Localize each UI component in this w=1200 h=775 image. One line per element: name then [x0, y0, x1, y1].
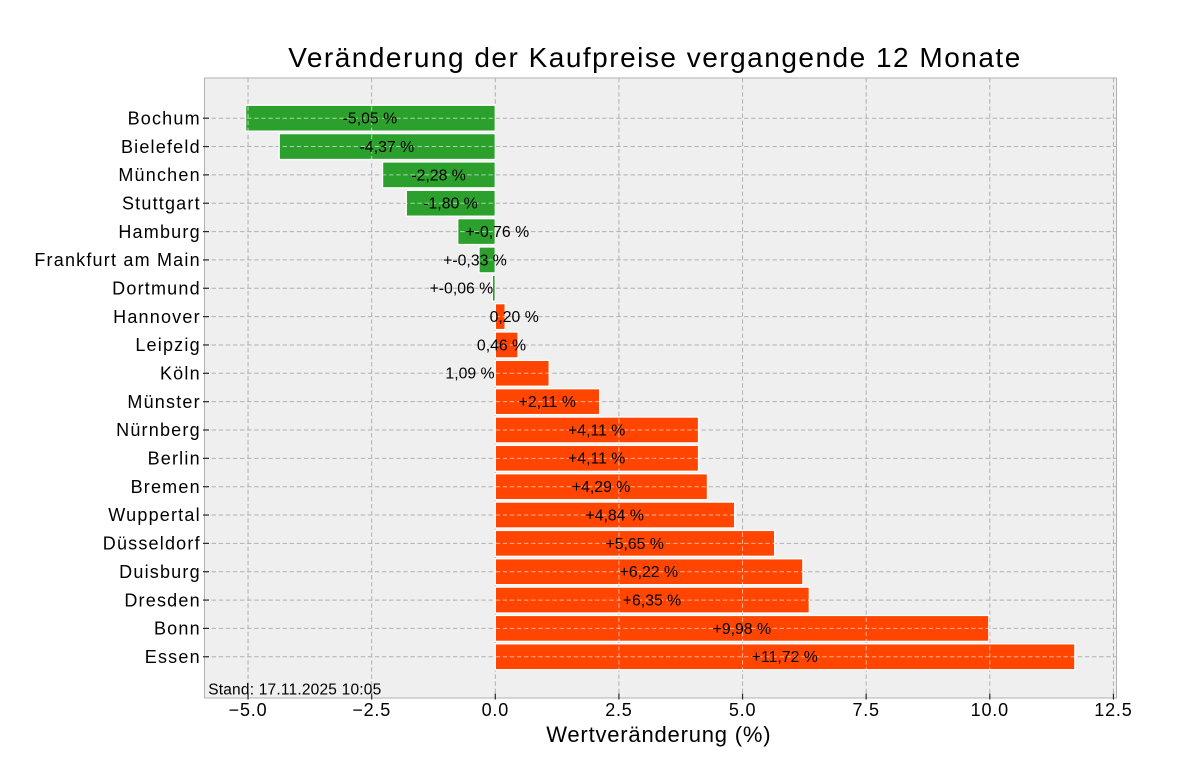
- svg-text:+4,84 %: +4,84 %: [585, 507, 643, 524]
- svg-text:-1,80 %: -1,80 %: [423, 196, 477, 213]
- svg-text:Berlin: Berlin: [148, 449, 201, 469]
- svg-text:Köln: Köln: [160, 364, 201, 384]
- svg-text:Münster: Münster: [127, 392, 200, 412]
- svg-text:Leipzig: Leipzig: [135, 335, 200, 355]
- svg-text:+5,65 %: +5,65 %: [605, 536, 663, 553]
- svg-text:7.5: 7.5: [852, 700, 879, 720]
- svg-text:1,09 %: 1,09 %: [445, 366, 494, 383]
- svg-text:2.5: 2.5: [605, 700, 632, 720]
- svg-text:-4,37 %: -4,37 %: [360, 139, 414, 156]
- svg-text:Bremen: Bremen: [131, 477, 201, 497]
- svg-text:+-0,06 %: +-0,06 %: [430, 281, 494, 298]
- svg-text:Essen: Essen: [145, 647, 201, 667]
- svg-text:+4,11 %: +4,11 %: [568, 451, 625, 468]
- svg-text:Stuttgart: Stuttgart: [122, 193, 201, 213]
- svg-text:Düsseldorf: Düsseldorf: [103, 534, 201, 554]
- svg-text:-2,28 %: -2,28 %: [411, 167, 465, 184]
- svg-text:Hannover: Hannover: [113, 307, 201, 327]
- svg-text:München: München: [118, 165, 200, 185]
- svg-text:Dresden: Dresden: [124, 590, 200, 610]
- svg-text:Frankfurt am Main: Frankfurt am Main: [34, 250, 200, 270]
- svg-text:Duisburg: Duisburg: [119, 562, 201, 582]
- svg-text:Nürnberg: Nürnberg: [116, 420, 201, 440]
- svg-text:+6,22 %: +6,22 %: [620, 564, 678, 581]
- svg-text:+4,11 %: +4,11 %: [568, 422, 625, 439]
- svg-text:12.5: 12.5: [1094, 700, 1132, 720]
- svg-text:Bochum: Bochum: [128, 108, 201, 128]
- svg-text:-5,05 %: -5,05 %: [343, 111, 397, 128]
- svg-text:+11,72 %: +11,72 %: [752, 649, 818, 666]
- svg-text:5.0: 5.0: [729, 700, 756, 720]
- svg-text:+-0,76 %: +-0,76 %: [465, 224, 529, 241]
- svg-text:+9,98 %: +9,98 %: [713, 621, 771, 638]
- svg-text:Veränderung der Kaufpreise ver: Veränderung der Kaufpreise vergangende 1…: [288, 42, 1022, 73]
- svg-text:Stand: 17.11.2025 10:05: Stand: 17.11.2025 10:05: [208, 682, 381, 699]
- svg-text:+4,29 %: +4,29 %: [572, 479, 630, 496]
- svg-text:Wuppertal: Wuppertal: [108, 505, 201, 525]
- svg-text:Bielefeld: Bielefeld: [121, 137, 201, 157]
- svg-text:0,20 %: 0,20 %: [490, 309, 539, 326]
- svg-text:Bonn: Bonn: [154, 619, 201, 639]
- svg-text:+6,35 %: +6,35 %: [623, 592, 681, 609]
- svg-text:0,46 %: 0,46 %: [477, 337, 526, 354]
- svg-text:Wertveränderung (%): Wertveränderung (%): [546, 722, 771, 747]
- svg-text:0.0: 0.0: [482, 700, 509, 720]
- svg-text:−2.5: −2.5: [352, 700, 391, 720]
- svg-text:+-0,33 %: +-0,33 %: [443, 252, 507, 269]
- svg-text:Hamburg: Hamburg: [118, 222, 200, 242]
- svg-text:+2,11 %: +2,11 %: [519, 394, 576, 411]
- svg-text:10.0: 10.0: [971, 700, 1009, 720]
- svg-text:−5.0: −5.0: [229, 700, 268, 720]
- svg-text:Dortmund: Dortmund: [112, 278, 201, 298]
